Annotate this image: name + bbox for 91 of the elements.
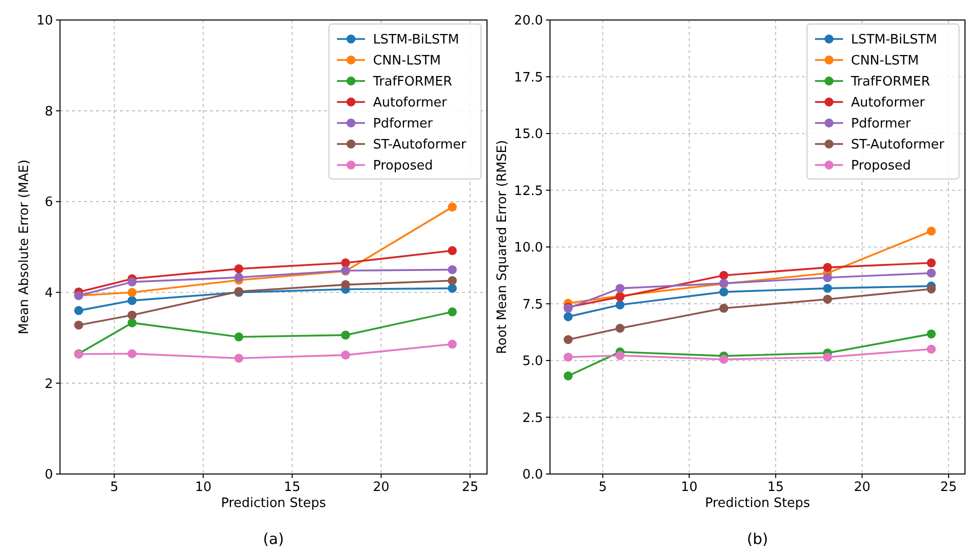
point [719,287,728,296]
point [74,320,84,330]
y-tick-label: 8 [44,104,53,120]
point [341,258,350,268]
y-tick-label: 6 [44,195,53,210]
point [448,284,457,293]
point [564,335,573,344]
x-axis-title: Prediction Steps [704,496,810,511]
x-axis-title: Prediction Steps [220,496,326,511]
point [234,272,244,282]
y-axis-title: Root Mean Squared Error (RMSE) [495,140,510,354]
point [926,329,936,338]
y-tick-label: 15.0 [514,127,543,142]
point [719,354,728,364]
point [128,296,137,306]
point [823,262,832,272]
y-tick-label: 10.0 [514,240,543,256]
point [448,265,457,274]
point [926,284,936,294]
point [448,276,457,286]
legend-label: ST-Autoformer [851,138,945,153]
point [616,284,625,293]
point [448,246,457,256]
legend-label: Autoformer [373,96,448,111]
x-tick-label: 20 [854,480,870,495]
point [926,344,936,354]
point [448,307,457,316]
point [128,288,137,297]
point [74,306,84,316]
x-tick-label: 5 [598,480,607,495]
legend-label: Pdformer [373,116,434,132]
legend-label: CNN-LSTM [851,54,919,69]
point [719,270,728,280]
x-tick-label: 20 [372,480,390,495]
y-tick-label: 4 [44,286,53,301]
point [616,324,625,333]
point [128,310,137,320]
point [616,300,625,310]
y-tick-label: 0.0 [522,468,543,483]
point [341,330,350,340]
x-tick-label: 25 [940,480,957,495]
legend-label: Autoformer [851,96,926,111]
legend-label: Proposed [373,158,433,174]
legend-label: LSTM-BiLSTM [373,32,460,48]
x-tick-label: 25 [462,480,478,495]
point [341,350,350,360]
legend-label: TrafFORMER [372,74,452,90]
point [234,332,244,342]
x-tick-label: 15 [767,480,784,495]
point [926,226,936,236]
x-tick-label: 5 [110,480,118,495]
y-tick-label: 2.5 [522,410,543,426]
point [448,202,457,212]
point [564,312,573,322]
point [926,258,936,268]
point [823,273,832,282]
text: (b) [746,530,768,548]
point [341,280,350,290]
point [719,304,728,313]
x-tick-label: 10 [194,480,212,495]
text: (a) [263,530,284,548]
point [128,349,137,358]
y-tick-label: 2 [44,376,53,392]
point [128,318,137,328]
point [823,352,832,362]
x-tick-label: 15 [284,480,300,495]
point [823,294,832,304]
y-tick-label: 7.5 [522,297,543,312]
legend-label: TrafFORMER [850,74,930,90]
y-axis-title: Mean Absolute Error (MAE) [17,160,32,334]
y-tick-label: 12.5 [514,184,543,199]
point [564,352,573,362]
point [234,354,244,363]
x-tick-label: 10 [680,480,698,495]
point [128,277,137,286]
y-tick-label: 20.0 [514,14,543,29]
point [234,264,244,274]
point [616,351,625,360]
legend-label: ST-Autoformer [373,138,467,153]
y-tick-label: 17.5 [514,70,543,86]
legend-label: Proposed [851,158,911,174]
legend-label: CNN-LSTM [373,54,441,69]
legend-label: Pdformer [851,116,912,132]
point [823,284,832,293]
y-tick-label: 10 [36,14,53,29]
point [448,340,457,349]
y-tick-label: 5.0 [522,354,543,370]
point [926,268,936,278]
point [564,371,573,380]
legend-label: LSTM-BiLSTM [851,32,938,48]
y-tick-label: 0 [44,468,53,483]
